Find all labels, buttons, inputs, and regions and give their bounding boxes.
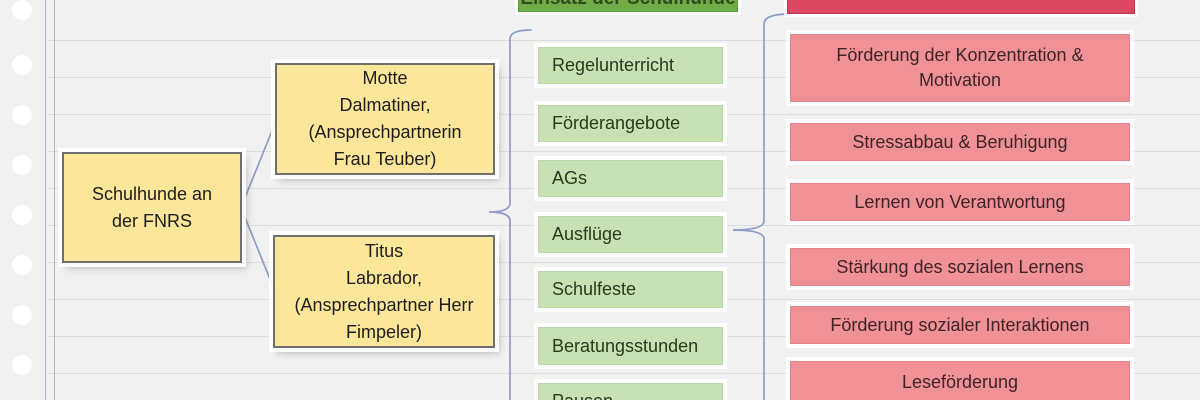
green-item: Ausflüge	[538, 216, 723, 253]
red-item: Stärkung des sozialen Lernens	[790, 248, 1130, 286]
dog-node-label: Frau Teuber)	[333, 149, 437, 169]
root-node-label: Schulhunde an	[91, 183, 213, 204]
punch-hole	[12, 255, 32, 275]
margin-line	[54, 0, 55, 400]
green-item: Schulfeste	[538, 271, 723, 308]
red-item: Leseförderung	[790, 361, 1130, 400]
green-item: Beratungsstunden	[538, 327, 723, 365]
red-item: Förderung der Konzentration & Motivation	[790, 34, 1130, 102]
dog-node-label: Titus	[364, 240, 404, 261]
red-item: Stressabbau & Beruhigung	[790, 123, 1130, 161]
margin-line	[45, 0, 46, 400]
dog-node-titus: Titus Labrador, (Ansprechpartner Herr Fi…	[273, 235, 495, 348]
dog-node-label: Labrador,	[345, 267, 423, 288]
dog-node-label: Fimpeler)	[345, 321, 422, 342]
green-header-label: Einsatz der Schulhunde	[520, 0, 735, 10]
green-item: Regelunterricht	[538, 47, 723, 84]
green-item: AGs	[538, 160, 723, 197]
dog-node-label: Motte	[362, 68, 408, 88]
red-item: Förderung sozialer Interaktionen	[790, 306, 1130, 344]
punch-hole	[12, 0, 32, 20]
dog-node-label: Dalmatiner,	[339, 95, 431, 115]
root-node-label: der FNRS	[111, 210, 192, 231]
red-header	[787, 0, 1135, 14]
punch-hole	[12, 155, 32, 175]
punch-hole	[12, 205, 32, 225]
punch-hole	[12, 105, 32, 125]
punch-hole	[12, 305, 32, 325]
root-node: Schulhunde an der FNRS	[62, 152, 242, 263]
dog-node-label: (Ansprechpartnerin	[308, 122, 462, 142]
red-item: Lernen von Verantwortung	[790, 183, 1130, 221]
green-item: Förderangebote	[538, 105, 723, 142]
punch-hole	[12, 55, 32, 75]
punch-hole	[12, 355, 32, 375]
dog-node-label: (Ansprechpartner Herr	[294, 294, 474, 315]
green-header: Einsatz der Schulhunde	[518, 0, 738, 12]
dog-node-motte: Motte Dalmatiner, (Ansprechpartnerin Fra…	[275, 63, 495, 175]
green-item: Pausen	[538, 383, 723, 400]
